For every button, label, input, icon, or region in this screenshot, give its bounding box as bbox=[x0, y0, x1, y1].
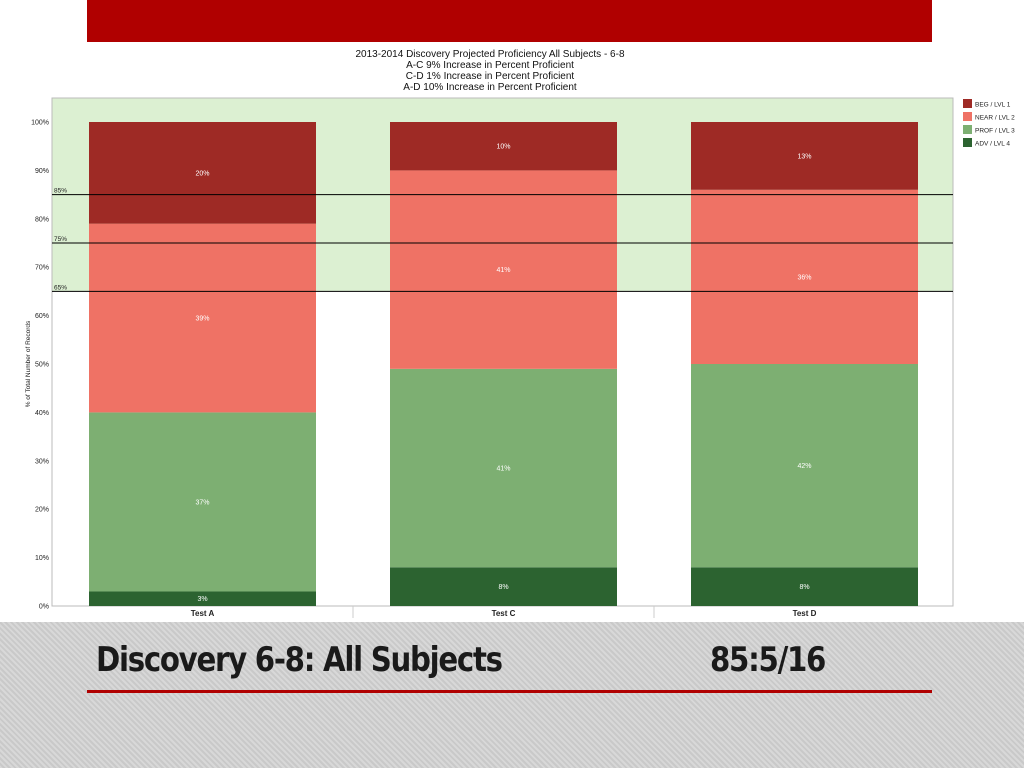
y-tick-label: 50% bbox=[35, 362, 49, 369]
data-label: 41% bbox=[496, 267, 510, 274]
y-tick-label: 60% bbox=[35, 313, 49, 320]
data-label: 36% bbox=[797, 274, 811, 281]
legend-label: NEAR / LVL 2 bbox=[975, 115, 1015, 122]
y-tick-label: 90% bbox=[35, 168, 49, 175]
y-tick-label: 80% bbox=[35, 216, 49, 223]
bar-segment bbox=[390, 122, 617, 171]
y-tick-label: 30% bbox=[35, 458, 49, 465]
y-tick-label: 10% bbox=[35, 555, 49, 562]
bar-segment bbox=[390, 368, 617, 568]
footer-panel bbox=[0, 622, 1024, 768]
data-label: 8% bbox=[498, 584, 508, 591]
footer-accent-rule bbox=[87, 690, 932, 693]
bar-segment bbox=[89, 223, 316, 413]
bar-segment bbox=[89, 122, 316, 224]
legend-label: ADV / LVL 4 bbox=[975, 141, 1010, 148]
y-tick-label: 40% bbox=[35, 410, 49, 417]
top-accent-bar bbox=[87, 0, 932, 42]
chart-subtitle-3: A-D 10% Increase in Percent Proficient bbox=[403, 82, 577, 93]
legend-swatch bbox=[963, 99, 972, 108]
legend-swatch bbox=[963, 138, 972, 147]
slide-code: 85:5/16 bbox=[710, 640, 826, 680]
bar-segment bbox=[390, 170, 617, 369]
bar-segment bbox=[691, 189, 918, 364]
reference-line-label: 65% bbox=[54, 284, 67, 291]
data-label: 37% bbox=[195, 499, 209, 506]
y-tick-label: 20% bbox=[35, 507, 49, 514]
chart-subtitle-2: C-D 1% Increase in Percent Proficient bbox=[405, 71, 575, 82]
x-tick-label: Test D bbox=[793, 609, 817, 618]
bar-segment bbox=[390, 567, 617, 606]
slide-title: Discovery 6-8: All Subjects bbox=[96, 640, 503, 680]
bar-segment bbox=[691, 567, 918, 606]
legend-swatch bbox=[963, 112, 972, 121]
chart-title: 2013-2014 Discovery Projected Proficienc… bbox=[355, 49, 625, 60]
data-label: 20% bbox=[195, 170, 209, 177]
legend-label: PROF / LVL 3 bbox=[975, 128, 1015, 135]
stacked-bar-chart: 0% 10% 20% 30% 40% 50% 60% 70% 80% 90% 100% % of To… bbox=[25, 97, 1015, 618]
y-axis-label: % of Total Number of Records bbox=[25, 320, 32, 407]
y-tick-label: 100% bbox=[31, 120, 49, 127]
bar-segment bbox=[89, 591, 316, 606]
x-tick-label: Test C bbox=[492, 609, 516, 618]
legend-swatch bbox=[963, 125, 972, 134]
data-label: 8% bbox=[799, 584, 809, 591]
x-tick-label: Test A bbox=[191, 609, 215, 618]
chart-title-block: 2013-2014 Discovery Projected Proficienc… bbox=[0, 49, 980, 93]
bar-segment bbox=[691, 122, 918, 190]
data-label: 10% bbox=[496, 144, 510, 151]
data-label: 13% bbox=[797, 153, 811, 160]
data-label: 3% bbox=[197, 596, 207, 603]
data-label: 41% bbox=[496, 466, 510, 473]
legend-label: BEG / LVL 1 bbox=[975, 102, 1011, 109]
bar-segment bbox=[691, 364, 918, 568]
reference-line-label: 75% bbox=[54, 236, 67, 243]
reference-line-label: 85% bbox=[54, 188, 67, 195]
data-label: 39% bbox=[195, 316, 209, 323]
y-tick-label: 0% bbox=[39, 604, 49, 611]
chart-subtitle-1: A-C 9% Increase in Percent Proficient bbox=[406, 60, 574, 71]
y-tick-label: 70% bbox=[35, 265, 49, 272]
bar-segment bbox=[89, 412, 316, 592]
data-label: 42% bbox=[797, 463, 811, 470]
